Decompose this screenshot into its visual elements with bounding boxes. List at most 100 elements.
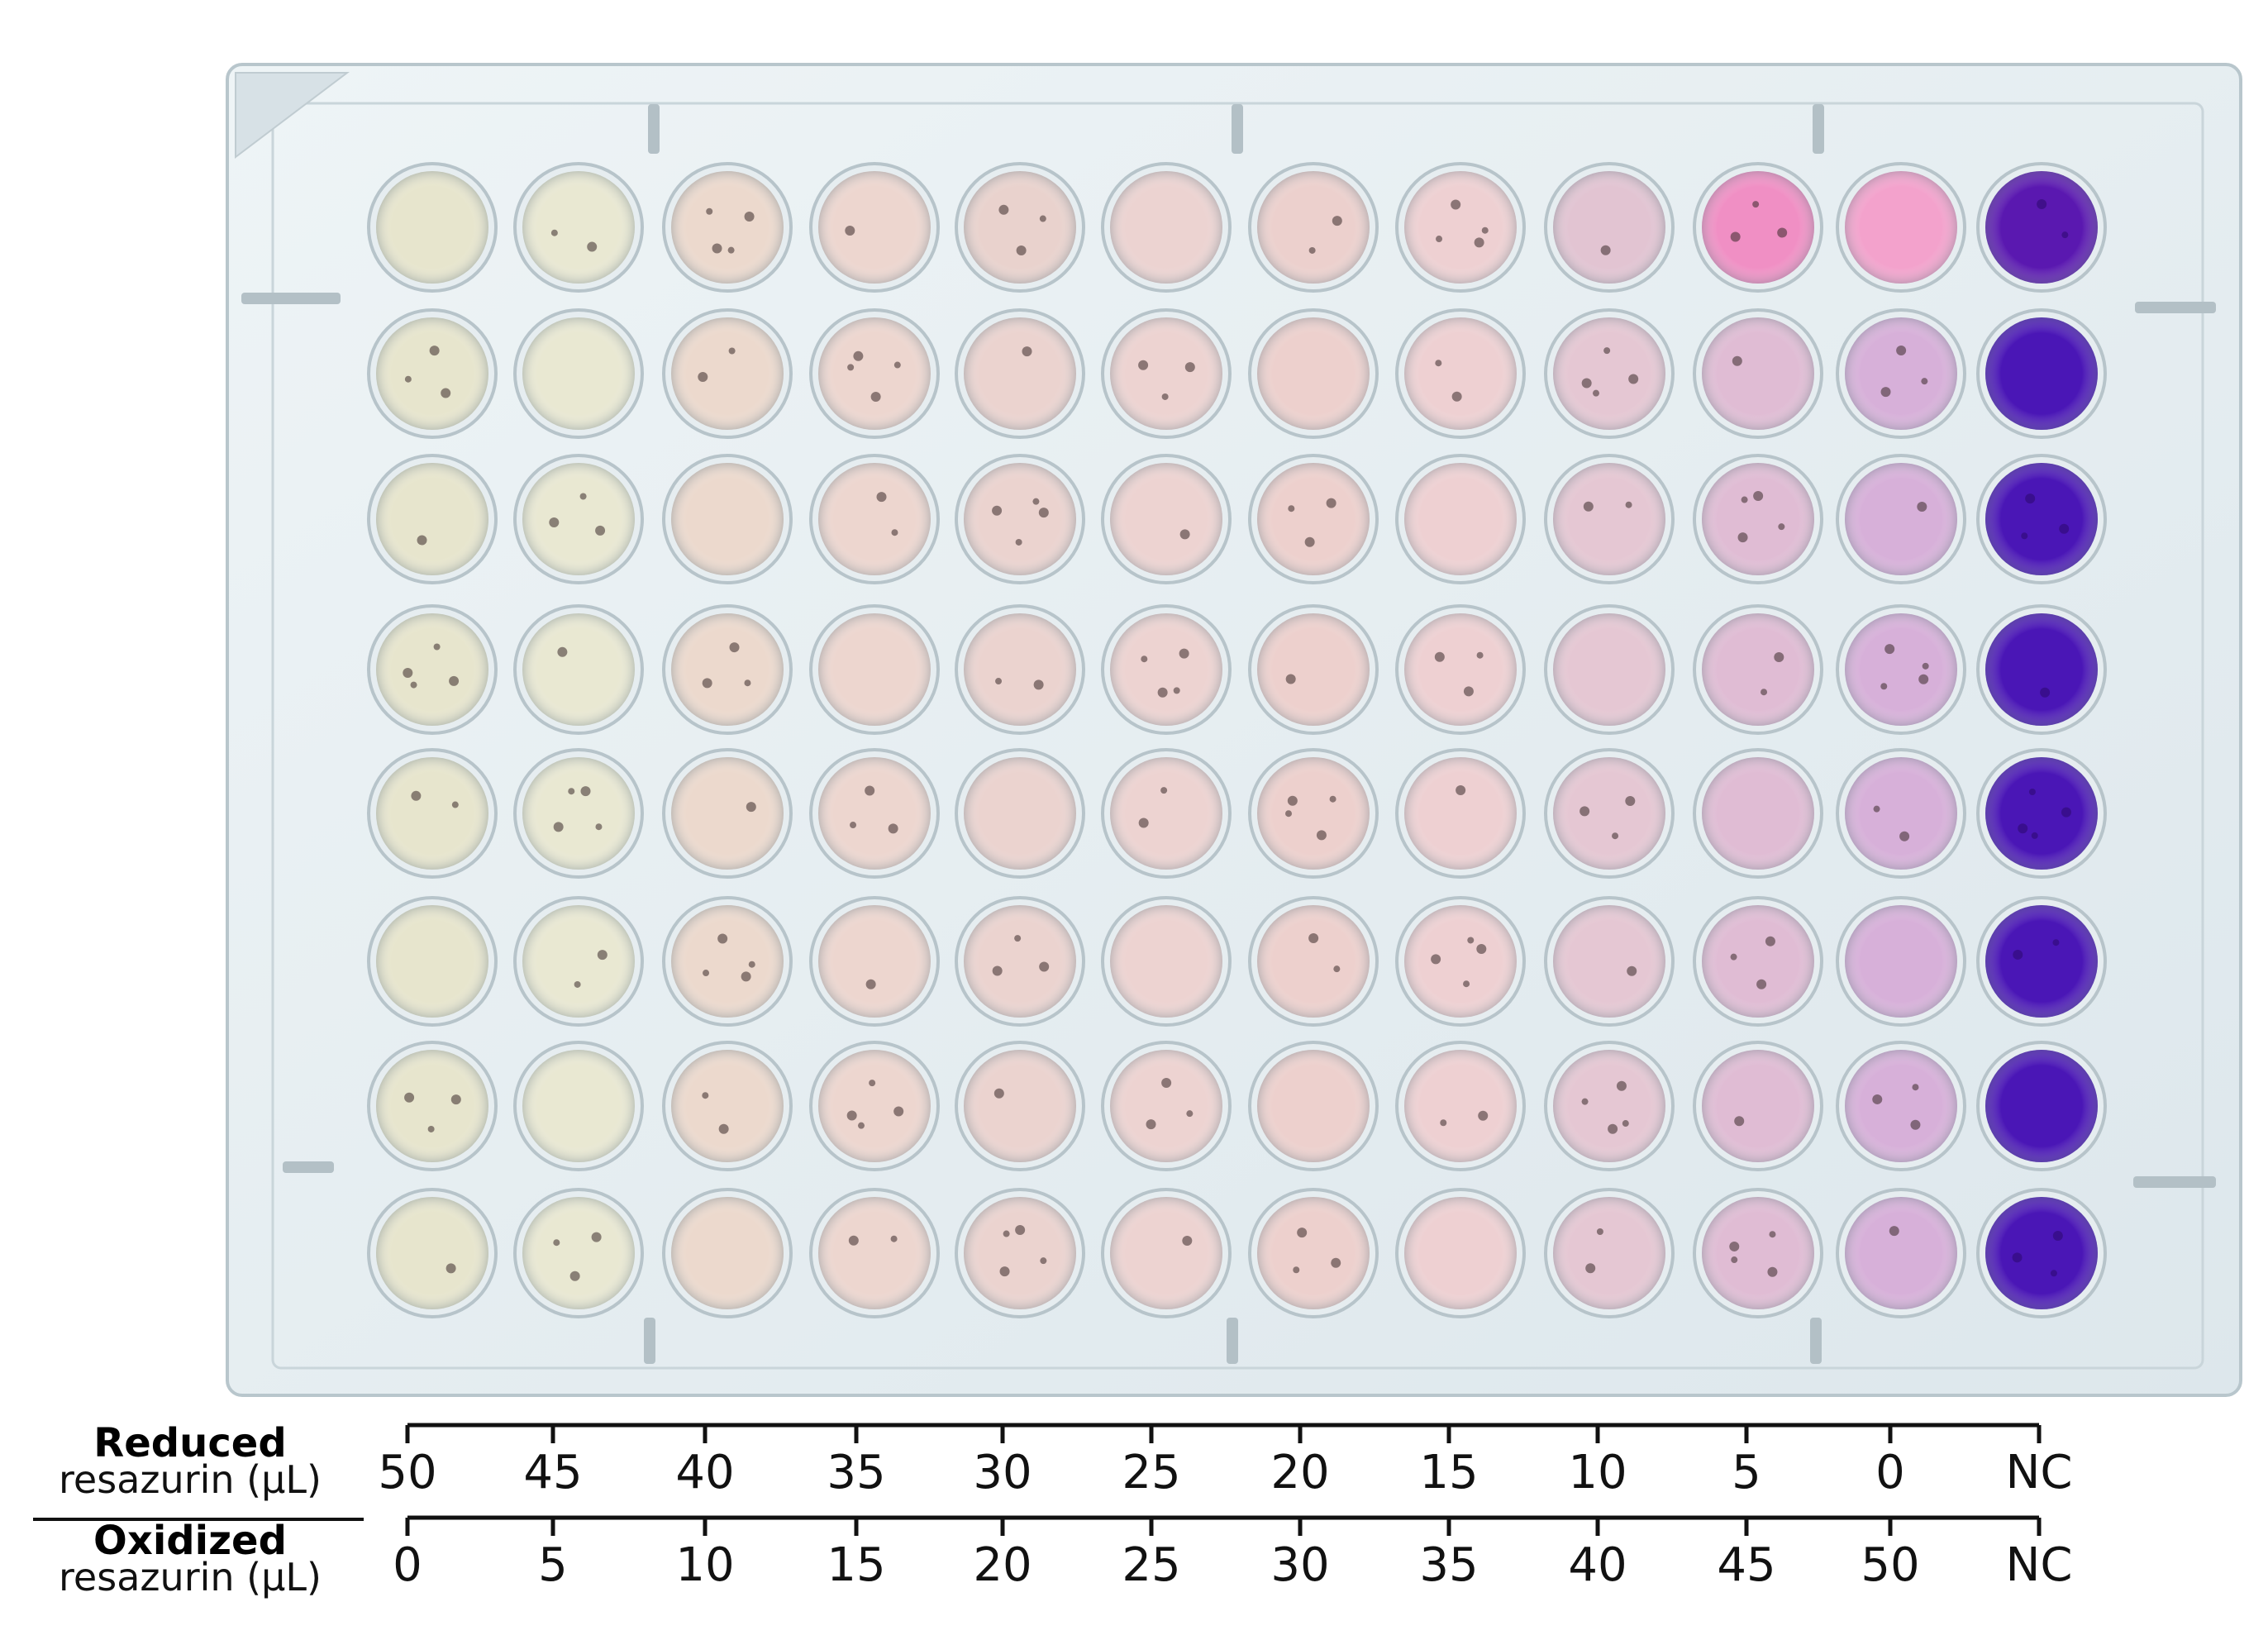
well-shading	[1702, 317, 1814, 430]
well-speckle	[1326, 498, 1336, 508]
well	[1976, 1041, 2107, 1171]
well	[662, 604, 793, 735]
well-speckle	[1896, 346, 1907, 356]
well-shading	[1110, 613, 1222, 726]
well-speckle	[876, 492, 887, 503]
well	[367, 748, 498, 879]
well	[1544, 1041, 1675, 1171]
well	[1693, 1041, 1823, 1171]
well-speckle	[1435, 360, 1442, 367]
well-shading	[1702, 1197, 1814, 1309]
well-speckle	[553, 822, 564, 832]
well-speckle	[1625, 795, 1636, 806]
well-shading	[818, 905, 931, 1018]
well-shading	[522, 613, 635, 726]
well-shading	[1985, 463, 2098, 575]
well-speckle	[1161, 393, 1169, 400]
well-speckle	[995, 678, 1003, 685]
well-speckle	[1580, 806, 1590, 817]
well-speckle	[429, 346, 440, 356]
well-shading	[671, 613, 784, 726]
tick-label: 30	[973, 1446, 1032, 1499]
well-speckle	[729, 642, 740, 653]
well	[1395, 308, 1526, 439]
well	[367, 308, 498, 439]
tick-label: 10	[675, 1538, 734, 1592]
well-speckle	[744, 211, 755, 222]
well	[1101, 308, 1232, 439]
well-speckle	[702, 678, 712, 689]
well-shading	[1553, 171, 1665, 284]
well	[1693, 748, 1823, 879]
well-speckle	[857, 1122, 865, 1129]
tick-label: 45	[523, 1446, 582, 1499]
well	[513, 454, 644, 584]
well	[1836, 454, 1966, 584]
well-speckle	[1308, 933, 1319, 944]
well	[1248, 896, 1379, 1027]
well-shading	[1845, 171, 1957, 284]
plate-photo	[226, 63, 2242, 1397]
well-shading	[1110, 1050, 1222, 1162]
tick-label: 50	[1861, 1538, 1919, 1592]
well-speckle	[1456, 785, 1466, 796]
well-speckle	[1015, 538, 1022, 546]
well-speckle	[869, 1080, 876, 1087]
well	[955, 308, 1085, 439]
well	[1248, 1188, 1379, 1318]
well	[1836, 1188, 1966, 1318]
oxidized-unit-label: resazurin (μL)	[59, 1555, 322, 1599]
well-shading	[1257, 1197, 1370, 1309]
well-speckle	[718, 1123, 729, 1134]
well-shading	[1985, 905, 2098, 1018]
well-speckle	[1331, 1257, 1341, 1268]
well-speckle	[1138, 818, 1149, 828]
well-speckle	[1581, 1098, 1589, 1105]
well-grid	[367, 162, 2107, 1318]
well-speckle	[1628, 374, 1639, 384]
well-speckle	[410, 681, 417, 689]
well	[809, 162, 940, 293]
well-speckle	[1603, 347, 1611, 355]
well-speckle	[848, 1235, 859, 1246]
well-speckle	[1596, 1228, 1603, 1235]
well-speckle	[2052, 939, 2060, 946]
well-shading	[376, 757, 488, 870]
well-speckle	[451, 801, 459, 808]
well-speckle	[1756, 979, 1767, 989]
well-speckle	[1592, 389, 1599, 397]
well	[1248, 748, 1379, 879]
well	[809, 308, 940, 439]
well	[1693, 308, 1823, 439]
tick-label: 50	[378, 1446, 436, 1499]
well-shading	[1404, 757, 1517, 870]
well-speckle	[1622, 1120, 1629, 1128]
well-speckle	[411, 790, 422, 801]
well-shading	[964, 317, 1076, 430]
well-speckle	[865, 785, 875, 796]
well	[1248, 162, 1379, 293]
well-speckle	[847, 364, 855, 371]
well-speckle	[433, 643, 441, 651]
well-speckle	[1039, 215, 1046, 222]
well-shading	[1404, 613, 1517, 726]
well	[1101, 1188, 1232, 1318]
well-speckle	[712, 243, 722, 254]
well-shading	[1845, 463, 1957, 575]
tick-label: 20	[1270, 1446, 1329, 1499]
well	[955, 162, 1085, 293]
well-speckle	[2025, 493, 2036, 504]
well-speckle	[1478, 1110, 1489, 1121]
well-speckle	[1451, 391, 1462, 402]
well-speckle	[1767, 1266, 1778, 1277]
well-speckle	[1038, 508, 1049, 518]
well-shading	[1845, 1197, 1957, 1309]
well-speckle	[1880, 387, 1891, 398]
well-speckle	[550, 229, 558, 236]
well-speckle	[1179, 648, 1189, 659]
well-speckle	[1179, 529, 1190, 540]
well-speckle	[1285, 810, 1293, 818]
well	[1395, 1041, 1526, 1171]
well	[809, 896, 940, 1027]
